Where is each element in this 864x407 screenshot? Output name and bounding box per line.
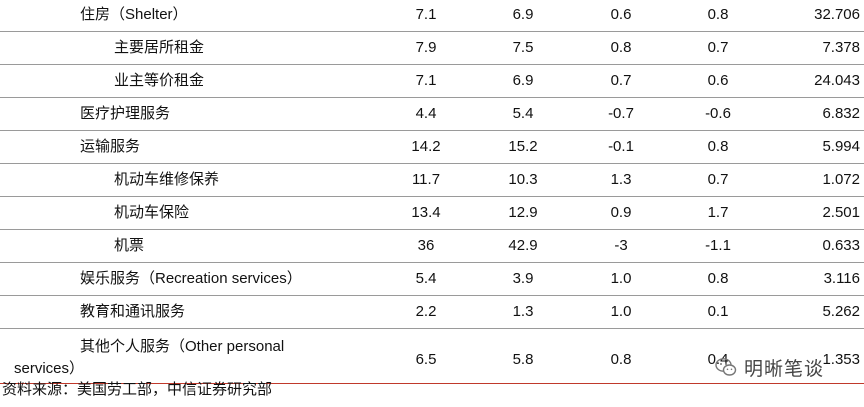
cell-col5: 2.501 [822,204,860,221]
cell-col1: 14.2 [411,138,441,155]
cell-col4: 0.1 [707,303,729,320]
cell-col3: 1.0 [610,303,632,320]
table-row: 娱乐服务（Recreation services） 5.4 3.9 1.0 0.… [0,263,864,296]
cell-col5: 3.116 [823,270,860,287]
cell-col5: 5.262 [822,303,860,320]
cell-col2: 15.2 [508,138,538,155]
cell-col2: 1.3 [512,303,534,320]
table-row: 住房（Shelter） 7.1 6.9 0.6 0.8 32.706 [0,0,864,32]
row-label: 机动车保险 [114,204,190,221]
cell-col1: 2.2 [415,303,437,320]
cell-col2: 5.8 [512,351,534,368]
cell-col3: 0.8 [610,39,632,56]
cell-col4: -1.1 [705,237,731,254]
row-label: 运输服务 [80,138,141,155]
table-row: 运输服务 14.2 15.2 -0.1 0.8 5.994 [0,131,864,164]
cell-col1: 36 [417,237,435,254]
cell-col4: 0.8 [707,270,729,287]
cell-col4: 0.7 [707,171,729,188]
cell-col2: 12.9 [508,204,538,221]
cell-col1: 11.7 [411,171,441,188]
cell-col1: 4.4 [415,105,437,122]
table-row: 主要居所租金 7.9 7.5 0.8 0.7 7.378 [0,32,864,65]
cell-col3: -3 [614,237,628,254]
cell-col5: 0.633 [822,237,860,254]
cell-col3: 1.0 [610,270,632,287]
cell-col4: -0.6 [705,105,731,122]
row-label: 业主等价租金 [114,72,205,89]
row-label: 主要居所租金 [114,39,205,56]
cell-col2: 3.9 [512,270,534,287]
cell-col2: 5.4 [512,105,534,122]
cell-col2: 7.5 [512,39,534,56]
cell-col5: 5.994 [822,138,860,155]
table-row: 医疗护理服务 4.4 5.4 -0.7 -0.6 6.832 [0,98,864,131]
cell-col3: 0.7 [610,72,632,89]
cell-col4: 0.6 [707,72,729,89]
cell-col3: 0.9 [610,204,632,221]
cell-col2: 42.9 [508,237,538,254]
wechat-icon [715,358,737,376]
row-label: 机票 [114,237,145,254]
cell-col4: 0.7 [707,39,729,56]
row-label: 娱乐服务（Recreation services） [80,270,302,287]
cell-col1: 7.1 [415,6,437,23]
table-row: 机票 36 42.9 -3 -1.1 0.633 [0,230,864,263]
cell-col1: 7.9 [415,39,437,56]
cell-col3: 0.8 [610,351,632,368]
cell-col3: -0.1 [608,138,634,155]
cell-col2: 10.3 [508,171,538,188]
cell-col5: 7.378 [822,39,860,56]
cell-col4: 0.8 [707,6,729,23]
row-label: 其他个人服务（Other personal services） [14,338,285,377]
cell-col3: 1.3 [610,171,632,188]
table-row: 教育和通讯服务 2.2 1.3 1.0 0.1 5.262 [0,296,864,329]
cell-col1: 5.4 [415,270,437,287]
row-label: 医疗护理服务 [80,105,171,122]
cell-col3: -0.7 [608,105,634,122]
cell-col1: 13.4 [411,204,441,221]
cell-col1: 7.1 [415,72,437,89]
row-label: 教育和通讯服务 [80,303,186,320]
cell-col4: 1.7 [707,204,729,221]
cell-col5: 6.832 [822,105,860,122]
source-note: 资料来源：美国劳工部，中信证券研究部 [2,381,273,398]
table-row: 其他个人服务（Other personal services） 6.5 5.8 … [0,329,864,384]
cell-col5: 32.706 [814,6,860,23]
cell-col2: 6.9 [512,72,534,89]
table-row: 机动车保险 13.4 12.9 0.9 1.7 2.501 [0,197,864,230]
table-row: 机动车维修保养 11.7 10.3 1.3 0.7 1.072 [0,164,864,197]
cell-col5: 1.353 [822,351,860,368]
cell-col2: 6.9 [512,6,534,23]
cell-col5: 1.072 [822,171,860,188]
cell-col5: 24.043 [814,72,860,89]
data-table: 住房（Shelter） 7.1 6.9 0.6 0.8 32.706 主要居所租… [0,0,864,384]
watermark-text: 明晰笔谈 [744,358,825,380]
cell-col3: 0.6 [610,6,632,23]
row-label: 住房（Shelter） [80,6,188,23]
watermark: 明晰笔谈 [714,354,824,380]
cell-col4: 0.4 [707,351,729,368]
cell-col4: 0.8 [707,138,729,155]
table-row: 业主等价租金 7.1 6.9 0.7 0.6 24.043 [0,65,864,98]
cell-col1: 6.5 [415,351,437,368]
row-label: 机动车维修保养 [114,171,220,188]
